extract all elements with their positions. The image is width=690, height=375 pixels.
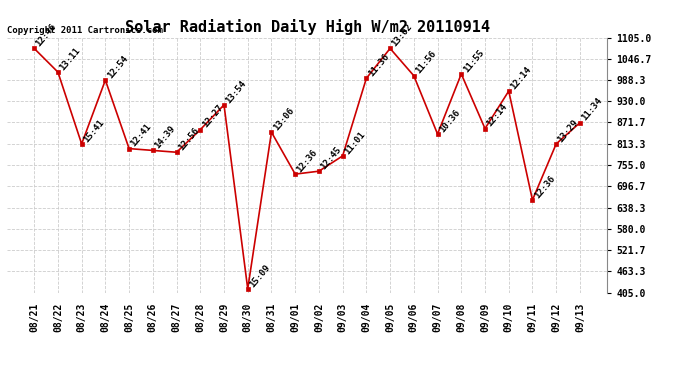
Text: 12:45: 12:45 (319, 145, 343, 171)
Text: 14:39: 14:39 (152, 124, 177, 150)
Text: 11:55: 11:55 (462, 48, 486, 74)
Text: 13:02: 13:02 (390, 22, 414, 48)
Text: 12:54: 12:54 (106, 54, 130, 80)
Text: 10:36: 10:36 (437, 108, 462, 134)
Text: 12:14: 12:14 (485, 102, 509, 129)
Text: 13:29: 13:29 (556, 117, 580, 144)
Text: Copyright 2011 Cartronics.com: Copyright 2011 Cartronics.com (7, 26, 163, 35)
Text: 15:09: 15:09 (248, 262, 272, 289)
Text: 12:27: 12:27 (200, 103, 224, 130)
Text: 12:36: 12:36 (533, 174, 557, 200)
Text: 13:54: 13:54 (224, 78, 248, 105)
Text: 13:11: 13:11 (58, 46, 82, 72)
Title: Solar Radiation Daily High W/m2 20110914: Solar Radiation Daily High W/m2 20110914 (125, 19, 489, 35)
Text: 12:56: 12:56 (177, 126, 201, 152)
Text: 12:46: 12:46 (34, 22, 59, 48)
Text: 11:56: 11:56 (414, 50, 438, 76)
Text: 12:14: 12:14 (509, 64, 533, 91)
Text: 11:36: 11:36 (366, 52, 391, 78)
Text: 12:41: 12:41 (129, 122, 153, 148)
Text: 11:34: 11:34 (580, 96, 604, 123)
Text: 15:41: 15:41 (81, 117, 106, 144)
Text: 11:01: 11:01 (343, 129, 367, 156)
Text: 12:36: 12:36 (295, 148, 319, 174)
Text: 13:06: 13:06 (271, 106, 295, 132)
